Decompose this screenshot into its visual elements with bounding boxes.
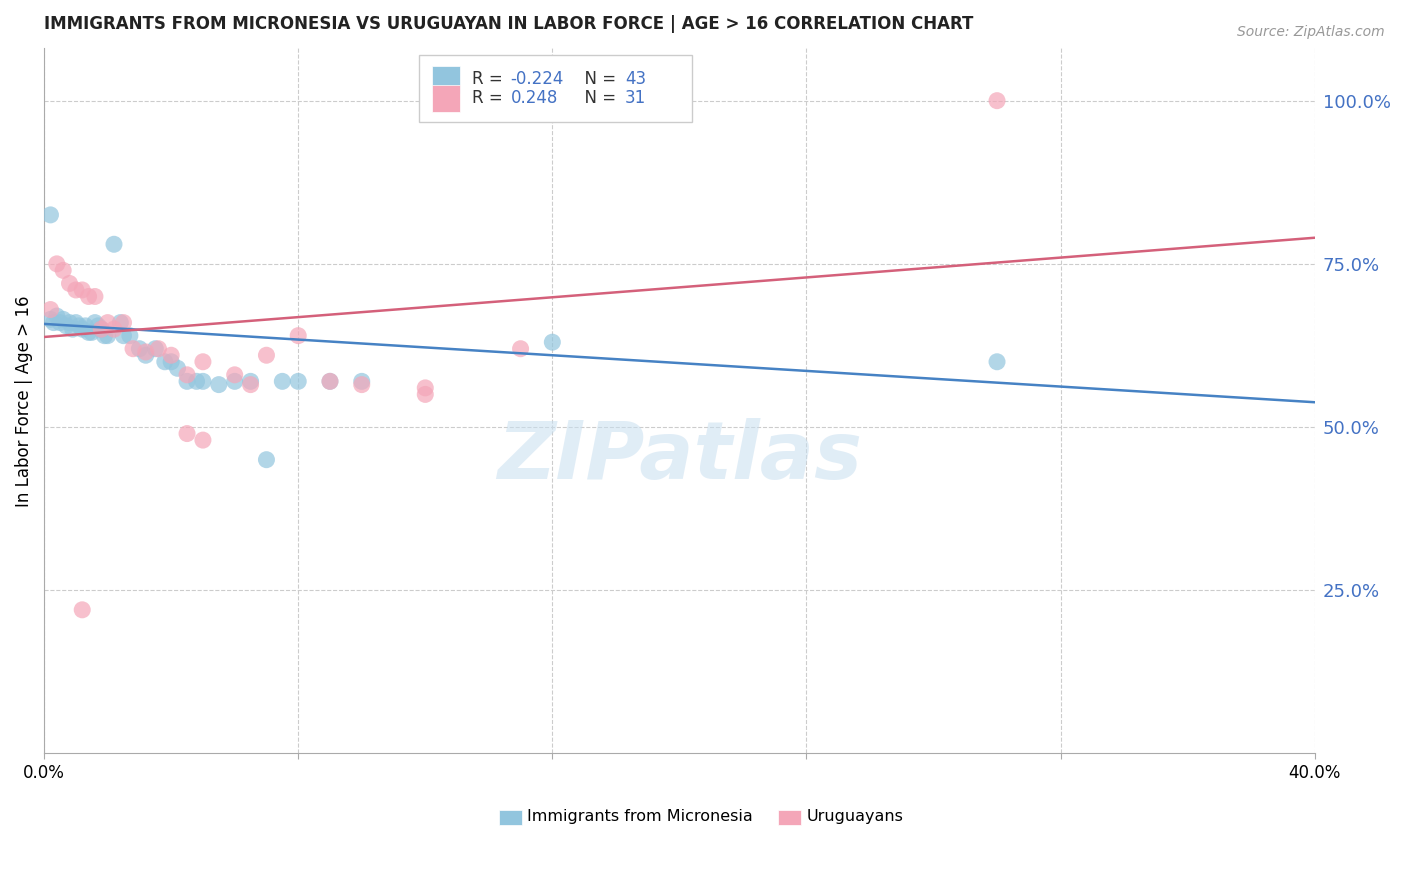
Point [143,342,166,356]
Point [256,452,278,467]
Point [42,316,65,330]
Point [84,316,107,330]
Text: Immigrants from Micronesia: Immigrants from Micronesia [527,809,752,824]
Point [186,375,208,389]
Point [97,316,120,330]
Text: N =: N = [574,89,627,108]
Point [176,375,198,389]
Point [65,283,87,297]
Point [191,375,214,389]
Point [191,355,214,369]
Text: -0.224: -0.224 [510,70,564,88]
Point [413,381,436,395]
Text: 0.248: 0.248 [510,89,558,108]
Text: Uruguayans: Uruguayans [807,809,903,824]
Point [90,322,112,336]
Point [75,318,97,333]
Point [160,348,183,362]
Point [39,312,62,326]
Point [70,283,93,297]
Text: 31: 31 [624,89,645,108]
Point [239,375,262,389]
Point [128,342,150,356]
Point [191,433,214,447]
Point [350,377,373,392]
Point [45,257,67,271]
Point [135,348,157,362]
Text: R =: R = [472,70,509,88]
FancyBboxPatch shape [432,85,460,112]
Point [287,375,309,389]
Point [62,322,84,336]
Point [986,355,1008,369]
Point [153,355,176,369]
Point [986,94,1008,108]
Point [176,426,198,441]
Point [39,208,62,222]
FancyBboxPatch shape [432,66,460,93]
Point [239,377,262,392]
Point [103,322,125,336]
Point [45,309,67,323]
Point [160,355,183,369]
Point [110,316,132,330]
Point [271,375,294,389]
FancyBboxPatch shape [779,810,801,825]
Point [122,342,145,356]
Point [103,237,125,252]
Point [77,326,100,340]
Point [55,318,77,333]
Point [224,375,246,389]
Point [77,289,100,303]
Point [90,322,112,336]
Point [350,375,373,389]
Point [65,316,87,330]
Point [93,328,115,343]
Point [208,377,231,392]
Point [224,368,246,382]
Text: R =: R = [472,89,513,108]
Point [319,375,342,389]
Point [541,335,564,350]
Point [97,328,120,343]
Point [70,603,93,617]
Point [49,316,72,330]
Point [58,316,80,330]
Text: Source: ZipAtlas.com: Source: ZipAtlas.com [1237,25,1385,39]
Point [84,289,107,303]
FancyBboxPatch shape [419,55,692,122]
FancyBboxPatch shape [499,810,522,825]
Point [256,348,278,362]
Point [80,326,103,340]
Point [58,277,80,291]
Point [87,318,110,333]
Point [319,375,342,389]
Point [176,368,198,382]
Text: IMMIGRANTS FROM MICRONESIA VS URUGUAYAN IN LABOR FORCE | AGE > 16 CORRELATION CH: IMMIGRANTS FROM MICRONESIA VS URUGUAYAN … [44,15,973,33]
Point [509,342,531,356]
Point [287,328,309,343]
Point [112,316,135,330]
Text: N =: N = [574,70,621,88]
Y-axis label: In Labor Force | Age > 16: In Labor Force | Age > 16 [15,295,32,507]
Point [413,387,436,401]
Text: 43: 43 [624,70,645,88]
Text: ZIPatlas: ZIPatlas [496,418,862,496]
Point [166,361,188,376]
Point [118,328,141,343]
Point [70,322,93,336]
Point [39,302,62,317]
Point [67,318,90,333]
Point [52,312,75,326]
Point [148,342,170,356]
Point [112,328,135,343]
Point [135,345,157,359]
Point [52,263,75,277]
